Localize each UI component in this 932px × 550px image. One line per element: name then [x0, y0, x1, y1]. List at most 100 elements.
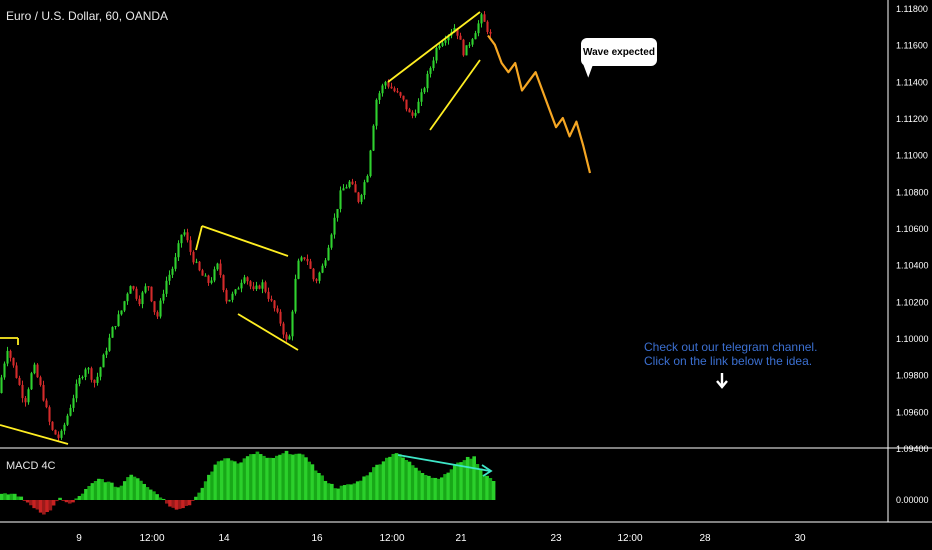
candle — [60, 430, 63, 438]
candle — [177, 243, 180, 258]
candle — [180, 234, 183, 244]
candle — [435, 48, 438, 61]
candle — [354, 184, 357, 193]
macd-bar — [119, 485, 124, 500]
candle — [213, 269, 216, 281]
candle — [30, 373, 33, 390]
macd-bar — [352, 483, 357, 500]
macd-bar — [359, 480, 363, 500]
macd-bar — [6, 494, 11, 500]
candle — [69, 407, 72, 416]
candle — [363, 182, 366, 196]
macd-bar — [152, 491, 156, 500]
candle — [405, 99, 408, 110]
price-tick-label: 1.09600 — [896, 407, 929, 417]
macd-bar — [226, 458, 231, 500]
macd-bar — [320, 475, 324, 500]
macd-bar — [161, 498, 166, 500]
time-tick-label: 9 — [76, 533, 82, 544]
macd-bar — [132, 476, 137, 500]
time-tick-label: 30 — [794, 533, 806, 544]
macd-bar — [113, 486, 117, 500]
macd-bar — [414, 467, 418, 500]
candle — [126, 293, 129, 302]
candle — [204, 275, 207, 277]
macd-bar — [135, 478, 140, 500]
candle — [273, 300, 276, 309]
time-tick-label: 23 — [550, 533, 562, 544]
macd-bar — [236, 463, 240, 500]
time-tick-label: 14 — [218, 533, 230, 544]
candle — [183, 232, 186, 235]
candle — [285, 334, 288, 340]
macd-bar — [232, 461, 237, 500]
macd-bar — [35, 500, 40, 510]
candle — [261, 282, 264, 289]
macd-bar — [452, 465, 457, 500]
candle — [336, 208, 339, 218]
time-tick-label: 28 — [699, 533, 711, 544]
candle — [288, 336, 291, 340]
candle — [48, 407, 51, 422]
macd-bar — [330, 483, 334, 500]
candle — [216, 263, 219, 270]
macd-bar — [187, 500, 192, 506]
macd-bar — [271, 457, 276, 500]
macd-bar — [38, 500, 43, 513]
macd-bar — [239, 462, 244, 500]
candle — [192, 251, 195, 263]
candle — [396, 91, 399, 93]
candle — [168, 274, 171, 281]
candle — [51, 421, 54, 430]
macd-bar — [139, 480, 143, 500]
macd-bar — [333, 488, 337, 500]
macd-bar — [197, 492, 201, 500]
macd-bar — [64, 500, 69, 503]
candle — [411, 112, 414, 116]
candle — [132, 286, 135, 289]
candle — [270, 298, 273, 301]
macd-bar — [194, 496, 198, 500]
candle — [456, 27, 459, 36]
candle — [459, 35, 462, 40]
candle — [21, 384, 24, 399]
macd-bar — [122, 481, 127, 500]
macd-bar — [67, 500, 72, 504]
macd-bar — [142, 483, 146, 500]
candle — [429, 68, 432, 74]
candle — [6, 350, 9, 364]
macd-bar — [51, 500, 56, 506]
candle — [276, 308, 279, 312]
macd-bar — [287, 454, 292, 500]
macd-bar — [313, 470, 318, 500]
candle — [387, 82, 390, 87]
macd-bar — [465, 456, 470, 500]
macd-bar — [203, 481, 208, 500]
candle — [165, 280, 168, 294]
time-tick-label: 12:00 — [139, 533, 164, 544]
divergence-arrowhead — [481, 464, 493, 477]
candle — [63, 424, 66, 431]
macd-bar — [365, 475, 370, 500]
macd-bar — [355, 481, 360, 500]
macd-bar — [323, 480, 328, 500]
candle — [393, 88, 396, 92]
macd-bar — [45, 500, 49, 513]
candle — [243, 277, 246, 283]
candle — [72, 398, 75, 408]
macd-bar — [126, 477, 130, 500]
candle — [234, 289, 237, 294]
price-tick-label: 1.10000 — [896, 334, 929, 344]
macd-bar — [25, 500, 30, 503]
price-tick-label: 1.11000 — [896, 151, 928, 161]
candle — [423, 88, 426, 93]
candle — [75, 383, 78, 399]
macd-bar — [9, 493, 14, 500]
candle — [342, 188, 345, 191]
candle — [447, 35, 450, 41]
candle — [33, 364, 36, 374]
macd-bar — [168, 500, 172, 507]
down-arrow-icon — [716, 373, 728, 389]
macd-bar — [155, 494, 159, 500]
